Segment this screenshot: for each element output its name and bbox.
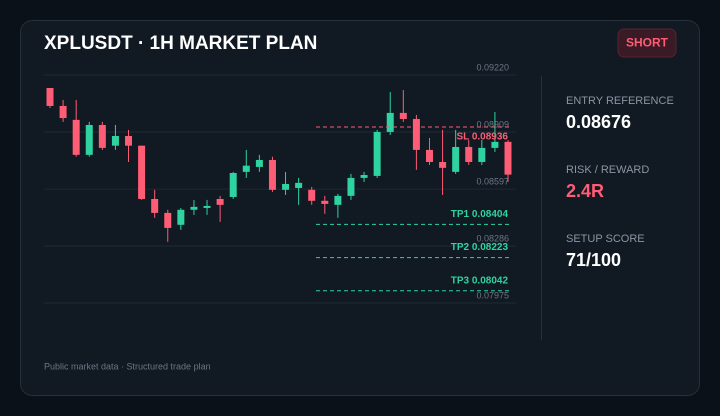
candle-body <box>46 88 54 106</box>
candle-body <box>347 177 355 196</box>
stat-value: 2.4R <box>566 181 604 201</box>
candle-body <box>255 159 263 167</box>
candle-body <box>412 118 420 150</box>
level-label: TP3 0.08042 <box>451 275 509 286</box>
candle-body <box>177 209 185 225</box>
stat-value: 0.08676 <box>566 112 631 132</box>
badge[interactable] <box>617 28 677 58</box>
candle-body <box>268 159 276 190</box>
candle-body <box>465 146 473 162</box>
badge-text[interactable]: SHORT <box>626 36 669 50</box>
candle-body <box>399 112 407 119</box>
card <box>20 20 700 396</box>
stat-label: ENTRY REFERENCE <box>566 95 674 107</box>
y-tick-label: 0.08286 <box>476 233 509 243</box>
candle-body <box>504 141 512 175</box>
candle-body <box>85 124 93 155</box>
candle-body <box>321 200 329 204</box>
candle-body <box>282 183 290 190</box>
candle-body <box>151 198 159 213</box>
title: XPLUSDT · 1H MARKET PLAN <box>44 33 317 54</box>
candle-body <box>452 146 460 172</box>
candle-body <box>229 172 237 197</box>
candle-body <box>295 182 303 188</box>
candle-body <box>373 131 381 176</box>
y-tick-label: 0.08597 <box>476 176 509 186</box>
y-tick-label: 0.09220 <box>476 62 509 72</box>
level-label: SL 0.08936 <box>456 132 508 143</box>
candle-body <box>439 161 447 168</box>
candle-body <box>72 119 80 155</box>
candle-body <box>111 135 119 146</box>
candle-body <box>125 135 133 146</box>
stat-value: 71/100 <box>566 250 621 270</box>
candle-body <box>59 105 67 119</box>
candle-body <box>308 189 316 201</box>
level-label: TP1 0.08404 <box>451 209 509 220</box>
level-label: TP2 0.08223 <box>451 242 509 253</box>
candle-body <box>386 112 394 132</box>
candle-body <box>138 145 146 199</box>
footer: Public market data · Structured trade pl… <box>44 361 211 371</box>
y-tick-label: 0.08909 <box>476 119 509 129</box>
candle-body <box>242 165 250 172</box>
stat-label: SETUP SCORE <box>566 233 645 245</box>
candle-body <box>478 147 486 162</box>
candle-body <box>425 149 433 162</box>
stat-label: RISK / REWARD <box>566 164 649 176</box>
candle-body <box>203 205 211 208</box>
candle-body <box>216 198 224 205</box>
candle-body <box>491 141 499 148</box>
y-tick-label: 0.07975 <box>476 290 509 300</box>
candle-body <box>190 206 198 210</box>
candle-body <box>360 174 368 178</box>
candle-body <box>164 212 172 228</box>
candle-body <box>334 195 342 205</box>
candle-body <box>98 124 106 148</box>
